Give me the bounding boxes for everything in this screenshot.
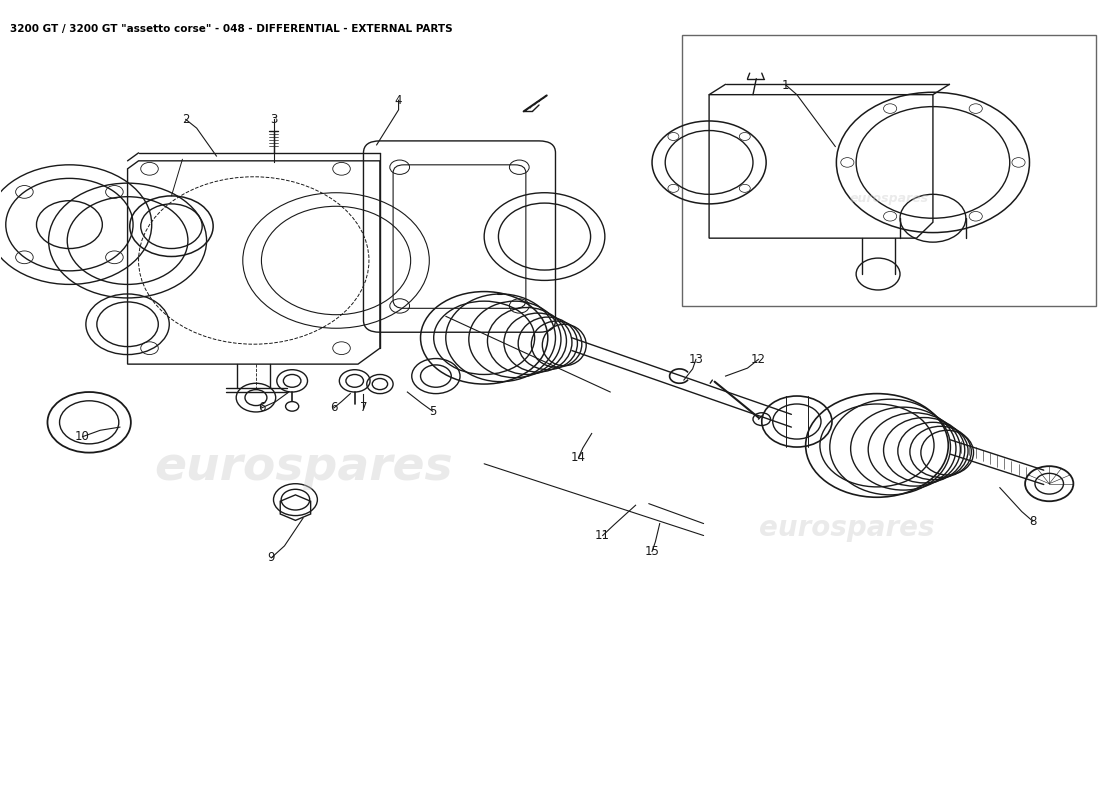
Text: 12: 12	[751, 353, 766, 366]
Text: 6: 6	[257, 402, 265, 414]
Text: 8: 8	[1030, 514, 1036, 528]
Text: eurospares: eurospares	[759, 514, 934, 542]
Text: 15: 15	[645, 545, 660, 558]
Text: 3: 3	[270, 113, 277, 126]
Text: 11: 11	[595, 529, 610, 542]
Text: eurospares: eurospares	[849, 192, 928, 205]
Circle shape	[286, 402, 299, 411]
Text: 3200 GT / 3200 GT "assetto corse" - 048 - DIFFERENTIAL - EXTERNAL PARTS: 3200 GT / 3200 GT "assetto corse" - 048 …	[10, 24, 453, 34]
Text: 2: 2	[182, 113, 189, 126]
Text: 13: 13	[689, 353, 703, 366]
Text: 4: 4	[395, 94, 403, 106]
Text: 7: 7	[360, 402, 367, 414]
Text: 1: 1	[782, 78, 790, 91]
Text: 6: 6	[330, 402, 338, 414]
Text: 14: 14	[571, 451, 586, 464]
Text: 9: 9	[267, 551, 275, 564]
Bar	[682, 35, 1097, 306]
Text: 10: 10	[75, 430, 90, 443]
Text: eurospares: eurospares	[154, 446, 452, 490]
Text: 5: 5	[429, 405, 437, 418]
